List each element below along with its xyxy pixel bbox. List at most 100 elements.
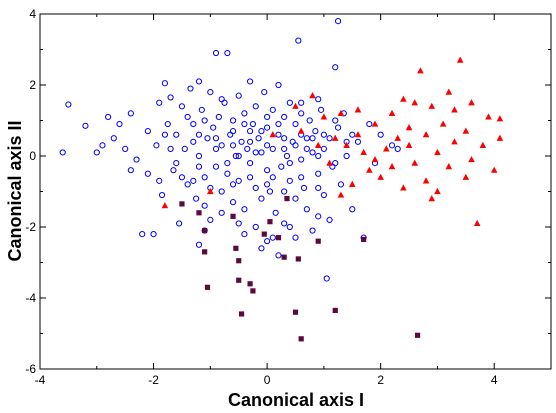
open-circle-point — [258, 195, 265, 202]
open-circle-point — [212, 145, 220, 152]
triangle-point — [292, 102, 299, 109]
open-circle-point — [252, 184, 259, 192]
open-circle-point — [300, 184, 308, 192]
open-circle-point — [334, 124, 342, 131]
triangle-point — [383, 145, 390, 152]
triangle-point — [348, 180, 356, 187]
triangle-point — [354, 106, 362, 113]
open-circle-point — [193, 195, 200, 202]
triangle-point — [269, 131, 277, 138]
open-circle-point — [156, 99, 163, 106]
open-circle-point — [258, 128, 265, 135]
open-circle-point — [218, 188, 225, 195]
open-circle-point — [207, 216, 214, 223]
open-circle-point — [218, 96, 225, 103]
open-circle-point — [275, 252, 282, 259]
open-circle-point — [246, 174, 254, 181]
square-point — [261, 231, 267, 237]
open-circle-point — [116, 120, 123, 128]
open-circle-point — [315, 184, 322, 192]
open-circle-point — [110, 135, 117, 142]
open-circle-point — [264, 142, 271, 149]
open-circle-point — [190, 177, 197, 184]
square-point — [332, 307, 338, 314]
triangle-point — [309, 92, 316, 99]
open-circle-point — [315, 96, 322, 103]
open-circle-point — [195, 131, 203, 138]
open-circle-point — [195, 78, 203, 85]
open-circle-point — [264, 124, 271, 131]
open-circle-point — [388, 142, 396, 149]
triangle-point — [207, 187, 214, 195]
open-circle-point — [229, 199, 237, 206]
triangle-point — [445, 163, 453, 170]
triangle-point — [485, 113, 492, 120]
triangle-point — [354, 131, 362, 138]
open-circle-point — [187, 85, 194, 92]
square-point — [238, 311, 245, 317]
open-circle-point — [303, 206, 310, 213]
open-circle-point — [281, 113, 288, 121]
triangle-point — [468, 155, 475, 163]
open-circle-point — [127, 110, 134, 117]
open-circle-point — [323, 275, 330, 282]
open-circle-point — [264, 113, 271, 121]
triangle-point — [422, 131, 430, 138]
x-tick-label: -4 — [35, 373, 46, 387]
square-point — [233, 245, 239, 251]
open-circle-point — [292, 234, 299, 241]
y-tick-label: 4 — [29, 7, 36, 21]
y-tick-label: -6 — [25, 362, 36, 376]
open-circle-point — [258, 245, 265, 252]
triangle-point — [445, 88, 453, 95]
open-circle-point — [343, 152, 350, 160]
open-circle-point — [312, 128, 319, 135]
square-point — [204, 284, 211, 290]
open-circle-point — [298, 174, 305, 181]
open-circle-point — [195, 241, 203, 248]
triangle-point — [337, 109, 345, 116]
open-circle-point — [289, 138, 296, 145]
open-circle-point — [127, 167, 134, 174]
plot-frame — [39, 13, 552, 370]
open-circle-point — [198, 106, 205, 113]
triangle-point — [456, 56, 464, 63]
open-circle-point — [246, 78, 254, 85]
open-circle-point — [190, 138, 197, 145]
open-circle-point — [99, 142, 106, 149]
square-point — [361, 236, 367, 243]
open-circle-point — [309, 135, 316, 142]
open-circle-point — [153, 142, 160, 149]
open-circle-point — [235, 220, 242, 227]
open-circle-point — [190, 120, 197, 128]
open-circle-point — [173, 160, 180, 167]
open-circle-point — [229, 128, 237, 135]
open-circle-point — [167, 145, 174, 152]
open-circle-point — [105, 113, 112, 121]
open-circle-point — [286, 223, 293, 231]
triangle-point — [371, 120, 379, 127]
open-circle-point — [264, 181, 271, 188]
open-circle-point — [201, 174, 208, 181]
series-1-filled-triangle — [161, 56, 504, 227]
open-circle-point — [366, 120, 373, 128]
open-circle-point — [281, 220, 288, 227]
square-point — [267, 219, 273, 225]
y-tick-label: -4 — [25, 291, 36, 305]
open-circle-point — [246, 160, 254, 167]
open-circle-point — [139, 231, 146, 238]
open-circle-point — [246, 138, 254, 145]
open-circle-point — [283, 152, 291, 160]
open-circle-point — [320, 191, 327, 199]
open-circle-point — [218, 142, 225, 149]
square-point — [202, 227, 208, 234]
open-circle-point — [264, 167, 271, 174]
open-circle-point — [164, 120, 171, 128]
open-circle-point — [227, 131, 234, 138]
triangle-point — [439, 120, 447, 127]
open-circle-point — [264, 238, 271, 245]
open-circle-point — [326, 216, 333, 223]
